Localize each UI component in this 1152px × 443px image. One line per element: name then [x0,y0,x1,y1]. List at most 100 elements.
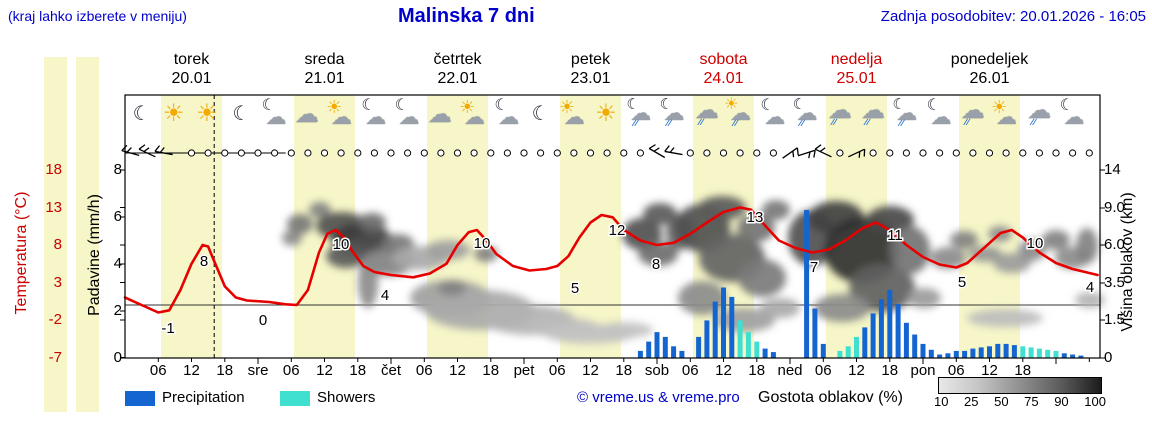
temp-value-label: 5 [958,274,966,291]
wind-barb-icon [664,145,683,156]
calm-wind-icon [553,149,561,157]
wind-barb-icon [848,148,866,158]
calm-wind-icon [570,149,578,157]
precipitation-bar [729,296,735,358]
density-tick: 25 [964,394,979,409]
calm-wind-icon [736,149,744,157]
showers-swatch [280,391,310,406]
calm-wind-icon [769,149,778,157]
precipitation-bar [937,354,943,358]
showers-bar [1028,347,1034,358]
copyright-links[interactable]: © vreme.us & vreme.pro [577,389,740,406]
precipitation-bar [812,308,818,358]
precipitation-bar [646,341,652,358]
showers-bar [1020,346,1026,359]
precipitation-bar [862,327,868,358]
calm-wind-icon [969,149,977,157]
daylight-band [161,95,222,358]
precipitation-bar [953,350,959,358]
precipitation-bar [945,353,951,358]
temp-value-label: -1 [161,320,174,337]
precipitation-bar [1078,355,1084,358]
temp-value-label: 10 [333,236,350,253]
calm-wind-icon [337,149,345,157]
precipitation-bar [870,313,876,358]
calm-wind-icon [453,149,462,157]
calm-wind-icon [320,149,329,157]
page-title: Malinska 7 dni [398,5,535,27]
precipitation-bar [895,303,901,358]
temp-value-label: 4 [1086,279,1094,296]
precipitation-bar [637,350,643,358]
calm-wind-icon [470,149,478,157]
calm-wind-icon [404,149,412,157]
precipitation-bar [679,350,685,358]
calm-wind-icon [537,149,545,157]
calm-wind-icon [271,149,279,157]
wind-barb-icon [138,144,156,158]
temperature-line [123,206,1099,314]
calm-wind-icon [221,149,229,157]
wind-barb-icon [782,147,799,159]
showers-bar [737,320,743,358]
precipitation-bar [878,299,884,359]
calm-wind-icon [636,149,645,157]
calm-wind-icon [886,149,894,157]
calm-wind-icon [204,149,212,157]
wind-barb-icon [814,144,832,158]
temp-value-label: 8 [652,256,660,273]
calm-wind-icon [1069,149,1077,157]
temp-value-label: 12 [609,222,626,239]
precipitation-bar [671,346,677,359]
showers-bar [745,332,751,358]
calm-wind-icon [869,149,877,157]
calm-wind-icon [187,149,196,157]
calm-wind-icon [919,149,927,157]
last-updated: Zadnja posodobitev: 20.01.2026 - 16:05 [880,8,1146,25]
precipitation-swatch [125,391,155,406]
left-gutter-strip [76,57,99,412]
precipitation-bar [887,289,893,358]
precipitation-bar [696,336,702,359]
calm-wind-icon [387,149,395,157]
calm-wind-icon [753,149,761,157]
precipitation-bar [820,343,826,358]
wind-barb-icon [154,145,173,156]
precipitation-bar [987,346,992,359]
density-tick: 90 [1054,394,1069,409]
calm-wind-icon [354,149,362,157]
wind-row [121,144,1093,159]
precipitation-bar [770,352,776,358]
precipitation-bar [704,320,710,358]
showers-bar [854,336,859,359]
wind-barb-icon [797,149,816,159]
precipitation-bar [1003,343,1009,358]
precipitation-bar [995,343,1001,358]
calm-wind-icon [936,149,944,157]
calm-wind-icon [902,149,911,157]
showers-bar [754,341,760,358]
showers-bar [1045,349,1051,358]
location-menu-hint: (kraj lahko izberete v meniju) [8,8,187,24]
calm-wind-icon [503,149,511,157]
precipitation-bar [978,347,984,358]
calm-wind-icon [1035,149,1044,157]
showers-bar [837,350,843,358]
legend-precipitation-label: Precipitation [162,389,245,406]
precipitation-bar [1070,354,1076,358]
calm-wind-icon [836,149,844,157]
axis-ticks [120,169,1105,364]
precipitation-bar [912,334,918,358]
calm-wind-icon [420,149,428,157]
precipitation-bar [654,332,660,358]
cloud-density-ticks: 10 25 50 75 90 100 [934,394,1106,409]
cloud-density-scale [938,377,1102,394]
density-tick: 10 [934,394,949,409]
temp-value-label: 10 [1027,235,1044,252]
temp-value-label: 7 [810,259,818,276]
calm-wind-icon [703,149,711,157]
precipitation-bar [1061,353,1067,358]
calm-wind-icon [520,149,528,157]
showers-bar [845,346,851,359]
